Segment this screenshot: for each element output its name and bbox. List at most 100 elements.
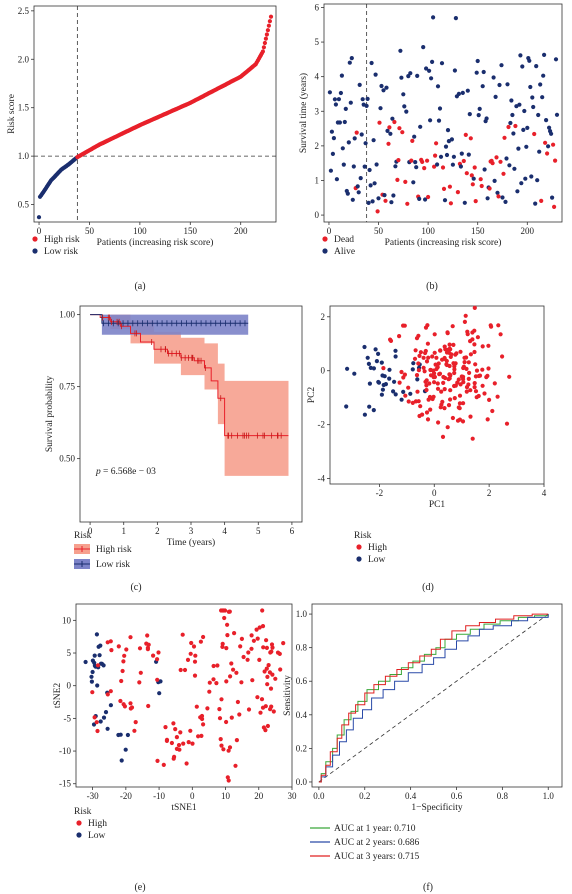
tsne-point-high — [180, 632, 185, 637]
point-alive — [530, 95, 535, 100]
y-tick-label: 0.2 — [296, 743, 307, 753]
point-alive — [492, 178, 497, 183]
point-alive — [435, 162, 440, 167]
pca-point-low — [391, 389, 396, 394]
point-dead — [464, 171, 469, 176]
point-alive — [417, 196, 422, 201]
pca-point-high — [472, 305, 477, 310]
tsne-point-high — [128, 701, 133, 706]
pca-point-low — [383, 382, 388, 387]
point-dead — [502, 135, 507, 140]
point-alive — [334, 177, 339, 182]
tsne-point-high — [116, 644, 121, 649]
pca-point-high — [496, 323, 501, 328]
km-curve-high-risk — [90, 314, 289, 437]
pca-point-low — [365, 355, 370, 360]
point-alive — [474, 70, 479, 75]
point-alive — [429, 76, 434, 81]
point-alive — [359, 132, 364, 137]
tsne-point-high — [271, 709, 276, 714]
tsne-point-high — [155, 657, 160, 662]
point-alive — [546, 144, 551, 149]
point-alive — [366, 200, 371, 205]
x-tick-label: 0.6 — [451, 791, 463, 801]
point-alive — [391, 193, 396, 198]
y-tick-label: 0 — [321, 366, 326, 376]
y-tick-label: -5 — [64, 713, 72, 723]
pca-point-high — [485, 373, 490, 378]
x-tick-label: 100 — [133, 226, 147, 236]
point-alive — [385, 128, 390, 133]
point-dead — [383, 198, 388, 203]
point-alive — [329, 129, 334, 134]
plot-frame — [311, 603, 563, 788]
point-alive — [541, 73, 546, 78]
pca-point-high — [457, 393, 463, 398]
pca-point-low — [393, 354, 398, 359]
pca-point-low — [379, 360, 384, 365]
point-alive — [471, 176, 476, 181]
legend-label: AUC at 2 years: 0.686 — [334, 838, 419, 848]
pca-point-high — [455, 418, 461, 423]
tsne-point-high — [156, 650, 161, 655]
y-tick-label: 0.0 — [296, 777, 308, 787]
point-alive — [493, 94, 498, 99]
pca-point-low — [415, 377, 420, 382]
x-tick-label: 3 — [189, 526, 194, 536]
pca-point-high — [450, 324, 455, 329]
tsne-point-high — [268, 650, 273, 655]
tsne-point-high — [145, 633, 150, 638]
pca-point-low — [362, 412, 367, 417]
point-alive — [373, 72, 378, 77]
point-dead — [405, 201, 410, 206]
tsne-point-high — [224, 719, 229, 725]
point-dead — [425, 158, 430, 163]
tsne-point-high — [265, 682, 270, 687]
point-alive — [504, 156, 509, 161]
point-alive — [518, 53, 523, 58]
tsne-point-high — [174, 735, 179, 740]
legend-label: Low — [88, 831, 106, 841]
point-alive — [544, 118, 549, 123]
x-tick-label: -2 — [376, 488, 384, 498]
point-alive — [497, 82, 502, 88]
pca-point-high — [457, 401, 462, 406]
pca-point-low — [376, 351, 381, 356]
pca-point-high — [445, 425, 450, 430]
tsne-point-high — [109, 648, 114, 653]
pca-point-high — [441, 380, 446, 385]
point-alive — [367, 167, 372, 173]
pca-point-high — [480, 383, 485, 388]
point-alive — [527, 58, 532, 63]
pca-point-high — [440, 357, 445, 362]
pca-point-high — [473, 374, 478, 379]
pca-point-low — [380, 373, 385, 378]
y-tick-label: 5 — [67, 648, 72, 658]
x-axis-label: tSNE1 — [171, 803, 197, 813]
tsne-point-high — [182, 667, 188, 673]
tsne-point-high — [262, 669, 267, 674]
point-dead — [545, 151, 550, 156]
pca-point-high — [472, 385, 477, 390]
x-axis-label: Time (years) — [167, 537, 215, 548]
point-dead — [513, 123, 518, 129]
tsne-point-low — [101, 663, 106, 668]
pca-point-high — [448, 397, 453, 402]
point-dead — [506, 124, 511, 130]
y-tick-label: 0.75 — [59, 382, 75, 392]
x-tick-label: 0.2 — [359, 791, 370, 801]
tsne-point-high — [219, 743, 224, 748]
legend-marker-low — [356, 556, 362, 562]
point-alive — [436, 118, 442, 123]
tsne-point-high — [207, 689, 212, 694]
tsne-point-high — [190, 741, 195, 746]
point-dead — [543, 140, 548, 145]
tsne-point-high — [177, 747, 182, 752]
tsne-point-high — [122, 704, 127, 709]
tsne-point-high — [239, 680, 244, 685]
point-alive — [459, 151, 464, 156]
tsne-point-high — [225, 622, 230, 627]
x-tick-label: -30 — [87, 791, 99, 801]
pca-point-high — [418, 350, 423, 355]
point-alive — [554, 112, 560, 117]
